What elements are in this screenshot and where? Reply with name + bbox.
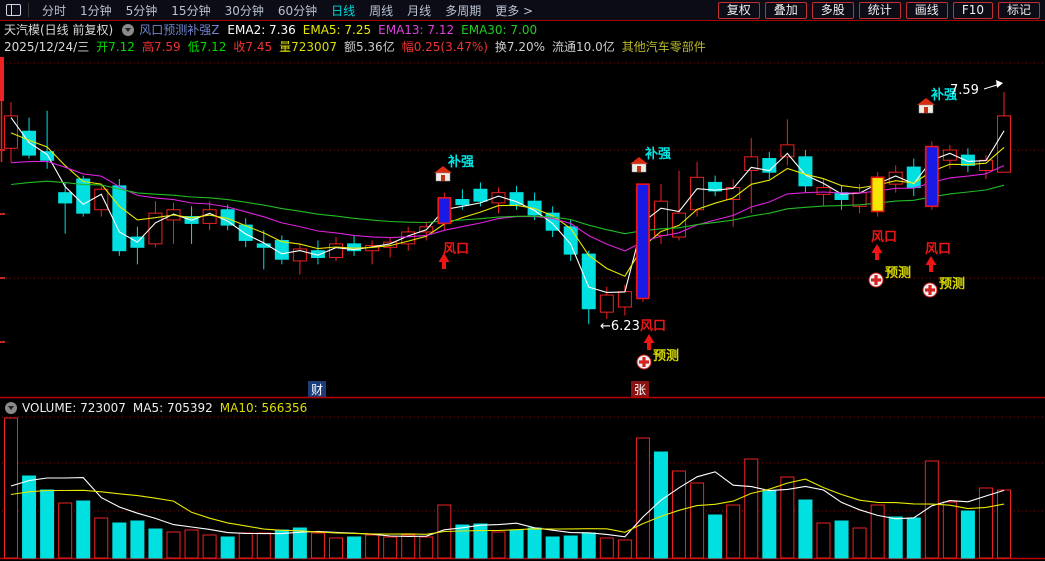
menu-item-1分钟[interactable]: 1分钟 <box>80 3 112 18</box>
quote-field-10: 其他汽车零部件 <box>621 40 706 54</box>
quote-field-0: 2025/12/24/三 <box>4 40 90 54</box>
svg-text:7.59: 7.59 <box>950 83 979 98</box>
quote-field-8: 换7.20% <box>494 40 546 54</box>
svg-text:风口: 风口 <box>925 242 951 257</box>
chevron-down-icon[interactable] <box>122 23 135 36</box>
toolbar-button-多股[interactable]: 多股 <box>811 1 854 19</box>
svg-text:风口: 风口 <box>871 230 897 245</box>
toolbar-button-统计[interactable]: 统计 <box>858 1 901 19</box>
ema-label-1: EMA5: 7.25 <box>302 22 372 37</box>
collapse-chevron-icon[interactable] <box>5 401 17 414</box>
svg-text:张: 张 <box>634 383 646 397</box>
axis-event-tags[interactable]: 财张 <box>308 381 649 397</box>
quote-field-2: 高7.59 <box>141 40 181 54</box>
toolbar-button-F10[interactable]: F10 <box>952 1 993 19</box>
menu-item-60分钟[interactable]: 60分钟 <box>277 3 318 18</box>
svg-text:预测: 预测 <box>885 265 911 281</box>
volume-pane-header: VOLUME: 723007 MA5: 705392 MA10: 566356 <box>0 399 1045 416</box>
volume-ma10-line <box>10 478 1005 535</box>
svg-text:预测: 预测 <box>653 348 679 364</box>
symbol-title: 天汽模(日线 前复权) <box>4 23 114 37</box>
menubar: 分时 1分钟 5分钟 15分钟 30分钟 60分钟 日线 周线 月线 多周期 更多 > 复权 叠加 多股… <box>0 0 1045 21</box>
svg-text:风口: 风口 <box>640 319 666 334</box>
ema5-line <box>10 132 1005 277</box>
volume-ma5-line <box>10 471 1005 538</box>
menu-item-日线[interactable]: 日线 <box>331 3 356 18</box>
svg-text:风口: 风口 <box>443 242 469 257</box>
indicator-row: 天汽模(日线 前复权) 风口预测补强Z EMA2: 7.36 EMA5: 7.25… <box>0 21 1045 38</box>
quote-field-4: 收7.45 <box>233 40 273 54</box>
quote-field-5: 量723007 <box>279 40 337 54</box>
volume-label-2: MA10: 566356 <box>219 400 308 415</box>
toolbar-button-复权[interactable]: 复权 <box>717 1 760 19</box>
quote-field-1: 开7.12 <box>96 40 135 54</box>
quote-field-7: 幅0.25(3.47%) <box>401 40 488 54</box>
menu-item-更多 >[interactable]: 更多 > <box>495 3 534 18</box>
volume-label-0: VOLUME: 723007 <box>22 400 126 415</box>
svg-text:补强: 补强 <box>447 154 474 170</box>
signal-bars <box>437 145 939 300</box>
quote-field-9: 流通10.0亿 <box>552 40 615 54</box>
volume-bars <box>4 417 1012 559</box>
quote-field-3: 低7.12 <box>187 40 227 54</box>
ema30-line <box>10 180 1005 235</box>
svg-text:补强: 补强 <box>644 146 671 162</box>
svg-text:补强: 补强 <box>930 87 957 103</box>
window-panel-icon[interactable] <box>6 4 21 16</box>
period-menu: 分时 1分钟 5分钟 15分钟 30分钟 60分钟 日线 周线 月线 多周期 更多 > <box>35 2 540 19</box>
ema-label-0: EMA2: 7.36 <box>227 22 296 37</box>
menu-item-分时[interactable]: 分时 <box>42 3 67 18</box>
menu-item-周线[interactable]: 周线 <box>369 3 394 18</box>
menu-item-30分钟[interactable]: 30分钟 <box>224 3 264 18</box>
toolbar-button-画线[interactable]: 画线 <box>905 1 948 19</box>
volume-label-1: MA5: 705392 <box>132 400 213 415</box>
toolbar-button-叠加[interactable]: 叠加 <box>764 1 807 19</box>
menu-item-5分钟[interactable]: 5分钟 <box>125 3 158 18</box>
menu-item-多周期[interactable]: 多周期 <box>445 3 482 18</box>
svg-text:预测: 预测 <box>939 276 965 292</box>
svg-text:财: 财 <box>311 383 323 397</box>
toolbar-button-标记[interactable]: 标记 <box>997 1 1040 19</box>
quote-field-6: 额5.36亿 <box>343 40 395 54</box>
menu-item-月线[interactable]: 月线 <box>407 3 432 18</box>
toolbar-buttons: 复权 叠加 多股 统计 画线 F10 标记 <box>717 1 1045 19</box>
price-annotations: 7.59 ←6.23 <box>600 80 1003 334</box>
menu-item-15分钟[interactable]: 15分钟 <box>171 3 211 18</box>
menu-divider <box>28 3 29 17</box>
ema-legend: EMA2: 7.36 EMA5: 7.25 EMA13: 7.12 EMA30: 7.… <box>227 23 544 37</box>
ema-label-2: EMA13: 7.12 <box>378 22 455 37</box>
quote-row: 2025/12/24/三 开7.12 高7.59 低7.12 收7.45 量723007 额… <box>0 38 1045 55</box>
indicator-name[interactable]: 风口预测补强Z <box>139 23 220 37</box>
ema13-line <box>10 160 1005 252</box>
volume-legend: VOLUME: 723007 MA5: 705392 MA10: 566356 <box>22 401 314 415</box>
svg-text:←6.23: ←6.23 <box>600 319 640 334</box>
ema-label-3: EMA30: 7.00 <box>461 22 538 37</box>
